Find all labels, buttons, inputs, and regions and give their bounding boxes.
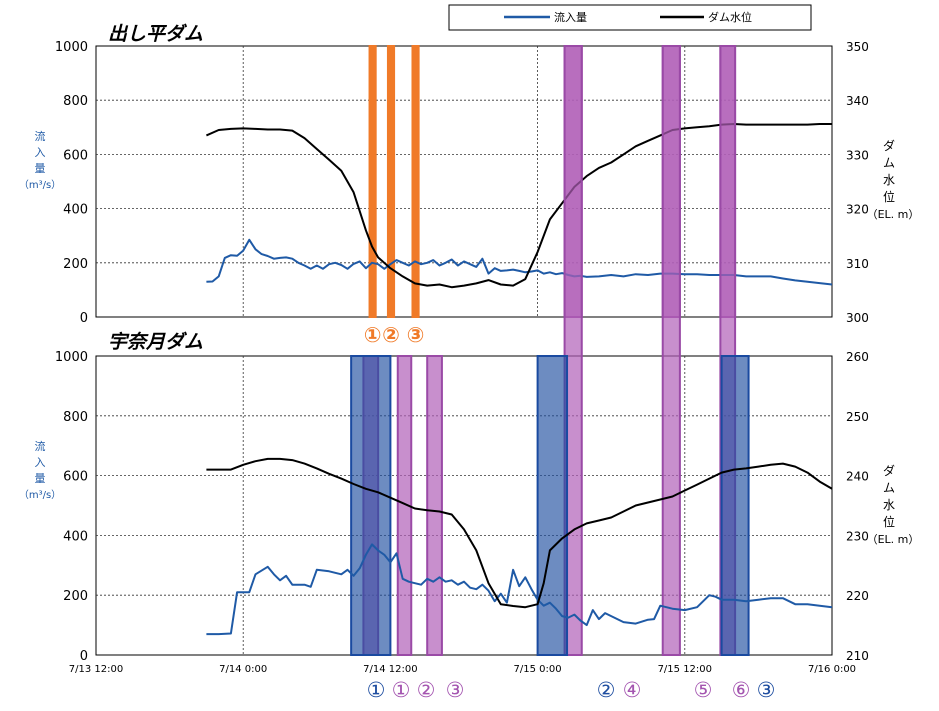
band-label: ② — [597, 678, 616, 702]
left-axis-label: 流 — [35, 129, 46, 143]
right-axis-label: ム — [883, 156, 895, 170]
left-axis-label: 量 — [35, 162, 46, 175]
band-label: ① — [392, 678, 411, 702]
right-tick-label: 220 — [846, 589, 869, 603]
band-orange — [386, 45, 396, 318]
left-tick-label: 600 — [63, 148, 88, 163]
x-tick-label: 7/14 0:00 — [219, 664, 267, 675]
left-tick-label: 1000 — [55, 350, 88, 365]
band-label: ① — [367, 678, 386, 702]
panel-0: 0 200 400 600 800 1000 300 310 320 330 340 350 出し平ダム… — [19, 23, 920, 347]
plot-frame — [95, 355, 833, 656]
band-label: ② — [382, 323, 400, 347]
right-axis-label: 位 — [883, 514, 895, 529]
left-axis-label: 量 — [35, 472, 46, 485]
left-axis-label: 入 — [35, 146, 46, 159]
band-blue — [720, 355, 750, 656]
band-label: ③ — [407, 323, 425, 347]
band-purple — [426, 355, 443, 656]
right-tick-label: 330 — [846, 148, 869, 162]
band-label: ③ — [757, 678, 776, 702]
x-tick-label: 7/14 12:00 — [363, 664, 417, 675]
x-tick-label: 7/16 0:00 — [808, 664, 856, 675]
x-tick-label: 7/13 12:00 — [69, 664, 123, 675]
inflow-series-line — [206, 543, 833, 636]
band-label: ⑤ — [694, 678, 713, 702]
left-tick-label: 200 — [63, 589, 88, 604]
left-axis-label: （m³/s） — [19, 489, 61, 501]
chart-panels: 0 200 400 600 800 1000 300 310 320 330 340 350 出し平ダム… — [19, 23, 920, 702]
left-axis-label: 流 — [35, 439, 46, 453]
band-purple — [661, 45, 681, 656]
right-tick-label: 250 — [846, 410, 869, 424]
left-tick-label: 200 — [63, 257, 88, 272]
band-label: ③ — [446, 678, 465, 702]
band-label: ⑥ — [732, 678, 751, 702]
right-tick-label: 260 — [846, 350, 869, 364]
band-purple — [563, 45, 583, 656]
right-axis-label: ダ — [883, 138, 895, 153]
band-label: ② — [417, 678, 436, 702]
left-axis-label: 入 — [35, 456, 46, 469]
right-axis-label: 水 — [883, 173, 895, 187]
legend-inflow-label: 流入量 — [554, 10, 587, 24]
right-axis-label: ム — [883, 481, 895, 495]
left-tick-label: 0 — [80, 311, 88, 326]
right-tick-label: 210 — [846, 649, 869, 663]
band-blue — [350, 355, 392, 656]
legend-level-label: ダム水位 — [708, 10, 752, 24]
right-tick-label: 310 — [846, 257, 869, 271]
right-axis-label: 位 — [883, 189, 895, 204]
right-tick-label: 320 — [846, 203, 869, 217]
right-tick-label: 350 — [846, 40, 869, 54]
legend-box — [448, 4, 812, 31]
left-tick-label: 400 — [63, 529, 88, 544]
right-tick-label: 240 — [846, 470, 869, 484]
band-orange — [411, 45, 420, 318]
left-tick-label: 0 — [80, 649, 88, 664]
left-axis-label: （m³/s） — [19, 179, 61, 191]
panel-1: 0 200 400 600 800 1000 210 220 230 240 250 260 宇奈月ダム… — [19, 45, 920, 702]
band-blue — [536, 355, 569, 656]
band-label: ④ — [623, 678, 642, 702]
band-orange — [368, 45, 377, 318]
left-tick-label: 800 — [63, 410, 88, 425]
right-axis-label: （EL. m） — [867, 533, 920, 546]
right-tick-label: 340 — [846, 94, 869, 108]
left-tick-label: 1000 — [55, 40, 88, 55]
right-axis-label: 水 — [883, 498, 895, 512]
band-label: ① — [364, 323, 382, 347]
x-tick-label: 7/15 0:00 — [514, 664, 562, 675]
legend: 流入量 ダム水位 — [448, 4, 812, 31]
left-tick-label: 400 — [63, 203, 88, 218]
right-tick-label: 300 — [846, 311, 869, 325]
right-axis-label: （EL. m） — [867, 208, 920, 221]
level-series-line — [206, 457, 833, 609]
panel-title: 出し平ダム — [108, 23, 203, 45]
right-axis-label: ダ — [883, 463, 895, 478]
right-tick-label: 230 — [846, 529, 869, 543]
x-tick-label: 7/15 12:00 — [658, 664, 712, 675]
left-tick-label: 800 — [63, 94, 88, 109]
panel-title: 宇奈月ダム — [108, 331, 203, 353]
plot-frame — [95, 45, 833, 318]
left-tick-label: 600 — [63, 470, 88, 485]
